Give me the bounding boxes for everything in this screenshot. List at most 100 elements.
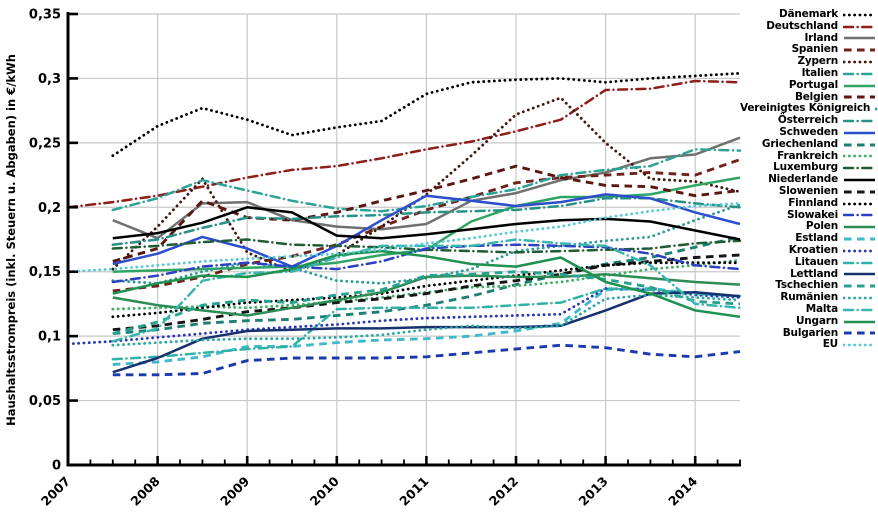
legend-line-sample <box>844 273 875 276</box>
legend-line-sample <box>844 96 875 99</box>
legend-item-litauen: Litauen <box>740 256 876 269</box>
legend-label: Luxemburg <box>773 161 838 174</box>
series-line-1-d-nemark <box>111 71 742 158</box>
legend-item-tschechien: Tschechien <box>740 280 876 292</box>
legend-line-sample <box>843 308 876 312</box>
legend-item-griechenland: Griechenland <box>740 137 876 151</box>
legend-label: Niederlande <box>768 173 838 186</box>
legend-line-sample <box>844 320 875 323</box>
x-tick-label: 2008 <box>128 474 163 509</box>
y-tick-label: 0 <box>52 459 61 474</box>
series-line-2-deutschland <box>66 79 742 209</box>
legend-line-sample <box>843 214 876 217</box>
legend-item-polen: Polen <box>740 221 876 233</box>
legend-label: Kroatien <box>788 243 838 256</box>
legend-item-vereinigtes-k-nigreich: Vereinigtes Königreich <box>740 103 878 115</box>
legend-label: Slowakei <box>787 208 838 221</box>
legend-item-ungarn: Ungarn <box>740 314 876 328</box>
legend-label: Zypern <box>797 55 838 68</box>
grid-lines <box>69 13 740 464</box>
series-line-25-rum-nien <box>111 293 742 347</box>
legend-item-portugal: Portugal <box>740 78 876 92</box>
legend-line-sample <box>844 331 875 335</box>
series-lines <box>66 71 742 377</box>
series-line-4-spanien <box>112 158 741 293</box>
legend-line-sample <box>844 178 875 182</box>
legend-line-sample <box>843 13 876 17</box>
legend-item-belgien: Belgien <box>740 90 876 104</box>
legend-label: Bulgarien <box>782 326 838 339</box>
x-tick-label: 2010 <box>307 473 342 508</box>
axes <box>66 12 741 467</box>
x-tick-label: 2009 <box>217 474 252 509</box>
legend-line-sample <box>844 37 875 40</box>
series-line-29-eu <box>66 201 742 274</box>
legend-label: Schweden <box>779 125 838 138</box>
series-line-3-irland <box>112 136 741 240</box>
legend-item-lettland: Lettland <box>740 268 876 281</box>
series-line-18-slowakei <box>111 243 742 284</box>
y-tick-label: 0,35 <box>29 8 61 23</box>
y-tick-label: 0,25 <box>29 136 61 151</box>
legend-item-luxemburg: Luxemburg <box>740 162 876 174</box>
legend-item-frankreich: Frankreich <box>740 150 876 163</box>
legend-label: Slowenien <box>778 184 838 197</box>
legend-line-sample <box>843 343 876 347</box>
legend-item--sterreich: Österreich <box>740 114 876 127</box>
legend-line-sample <box>843 60 876 64</box>
series-line-6-italien <box>111 148 742 213</box>
legend-label: Österreich <box>777 114 838 127</box>
legend-label: Ungarn <box>795 314 838 327</box>
legend-item-slowenien: Slowenien <box>740 184 876 198</box>
y-axis-title: Haushaltsstrompreis (inkl. Steuern u. Ab… <box>4 54 18 426</box>
x-tick-label: 2007 <box>38 474 73 509</box>
legend-line-sample <box>843 119 876 123</box>
y-tick-label: 0,1 <box>38 330 61 345</box>
legend-label: EU <box>822 338 839 351</box>
legend-line-sample <box>844 190 875 194</box>
legend-label: Griechenland <box>761 137 838 150</box>
series-line-19-polen <box>112 273 741 317</box>
chart-legend: Dänemark Deutschland Irland Spanien Zypern It… <box>740 8 878 351</box>
legend-item-irland: Irland <box>740 31 876 45</box>
legend-line-sample <box>843 72 876 76</box>
legend-item-malta: Malta <box>740 302 876 316</box>
series-line-12-griechenland <box>112 235 741 336</box>
legend-line-sample <box>844 48 875 52</box>
series-line-10--sterreich <box>111 197 742 246</box>
y-tick-label: 0,3 <box>38 72 61 87</box>
series-line-24-tschechien <box>112 270 741 336</box>
legend-item-finnland: Finnland <box>740 197 876 210</box>
legend-label: Spanien <box>791 43 839 56</box>
x-tick-label: 2013 <box>576 474 611 509</box>
series-line-27-ungarn <box>112 249 741 319</box>
legend-label: Estland <box>795 232 838 245</box>
legend-line-sample <box>844 131 875 135</box>
legend-item-bulgarien: Bulgarien <box>740 326 876 340</box>
series-line-17-finnland <box>111 261 742 319</box>
legend-line-sample <box>844 143 875 147</box>
series-line-8-belgien <box>112 164 741 263</box>
legend-label: Italien <box>801 66 839 79</box>
legend-item-eu: EU <box>740 339 876 351</box>
legend-line-sample <box>843 167 876 170</box>
legend-item-niederlande: Niederlande <box>740 173 876 186</box>
legend-label: Portugal <box>788 78 838 91</box>
legend-label: Belgien <box>794 90 838 103</box>
legend-line-sample <box>843 261 876 264</box>
legend-label: Dänemark <box>779 8 838 20</box>
legend-line-sample <box>843 155 876 158</box>
legend-item-rum-nien: Rumänien <box>740 291 876 304</box>
series-line-13-frankreich <box>111 258 742 311</box>
legend-label: Irland <box>804 31 838 44</box>
legend-line-sample <box>843 249 876 253</box>
legend-item-zypern: Zypern <box>740 55 876 68</box>
legend-line-sample <box>844 284 875 288</box>
legend-item-schweden: Schweden <box>740 125 876 139</box>
legend-label: Tschechien <box>775 279 838 292</box>
legend-line-sample <box>844 225 875 229</box>
legend-line-sample <box>843 296 876 300</box>
legend-label: Malta <box>805 302 838 315</box>
